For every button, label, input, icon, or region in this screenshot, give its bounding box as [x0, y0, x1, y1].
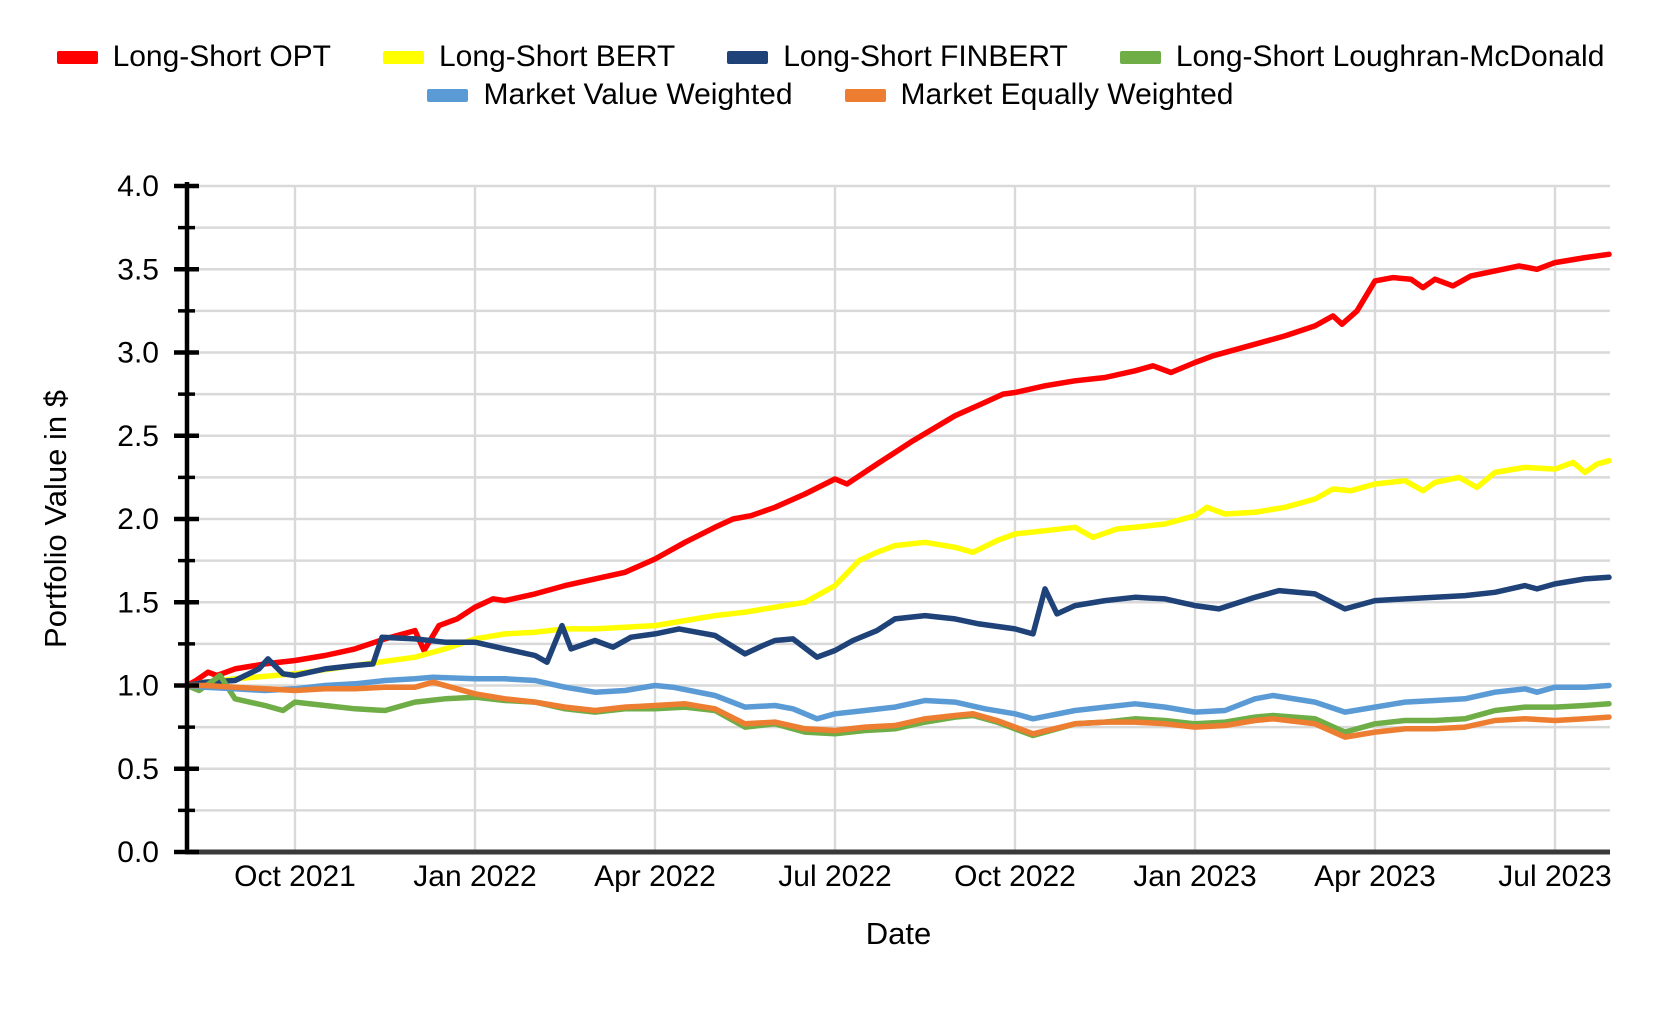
series-line-market-equally-weighted — [184, 679, 1612, 740]
y-tick-label: 2.5 — [117, 420, 159, 453]
y-tick-label: 3.0 — [117, 337, 159, 370]
x-tick-label: Jul 2023 — [1498, 860, 1611, 893]
gridlines — [187, 184, 1610, 852]
x-tick-label: Jan 2023 — [1133, 860, 1256, 893]
x-tick-label: Jan 2022 — [413, 860, 536, 893]
chart-legend: Long-Short OPT Long-Short BERT Long-Shor… — [0, 42, 1661, 110]
series-line-long-short-finbert — [184, 574, 1612, 689]
legend-swatch-market-equally-weighted-icon — [844, 88, 886, 102]
y-tick-label: 1.0 — [117, 670, 159, 703]
legend-label-long-short-bert: Long-Short BERT — [439, 40, 676, 73]
series-line-market-value-weighted — [184, 674, 1612, 722]
legend-swatch-long-short-loughran-mcdonald-icon — [1119, 50, 1161, 64]
x-axis-title: Date — [866, 916, 931, 951]
legend-label-market-equally-weighted: Market Equally Weighted — [900, 78, 1234, 111]
x-tick-label: Apr 2022 — [594, 860, 716, 893]
y-tick-label: 4.0 — [117, 170, 159, 203]
series-line-long-short-bert — [184, 457, 1612, 689]
x-tick-label: Jul 2022 — [778, 860, 891, 893]
legend-swatch-long-short-bert-icon — [383, 50, 424, 64]
legend-label-long-short-finbert: Long-Short FINBERT — [783, 40, 1068, 73]
y-tick-label: 3.5 — [117, 253, 159, 286]
legend-swatch-long-short-finbert-icon — [727, 50, 769, 64]
legend-label-long-short-loughran-mcdonald: Long-Short Loughran-McDonald — [1175, 40, 1605, 73]
legend-item-market-value-weighted: Market Value Weighted — [427, 78, 793, 111]
legend-label-long-short-opt: Long-Short OPT — [112, 40, 331, 73]
series-lines — [184, 251, 1612, 740]
y-tick-label: 2.0 — [117, 503, 159, 536]
y-tick-label: 1.5 — [117, 586, 159, 619]
y-tick-label: 0.5 — [117, 753, 159, 786]
y-tick-label: 0.0 — [117, 836, 159, 869]
axis-labels: 0.0 0.5 1.0 1.5 2.0 2.5 3.0 3.5 4.0 Oct 2021 Jan 2… — [117, 170, 1611, 893]
legend-label-market-value-weighted: Market Value Weighted — [483, 78, 793, 111]
legend-swatch-market-value-weighted-icon — [427, 88, 469, 102]
legend-item-market-equally-weighted: Market Equally Weighted — [844, 78, 1234, 111]
x-tick-label: Apr 2023 — [1314, 860, 1436, 893]
legend-item-long-short-loughran-mcdonald: Long-Short Loughran-McDonald — [1119, 40, 1605, 73]
legend-item-long-short-finbert: Long-Short FINBERT — [727, 42, 1068, 72]
y-ticks — [174, 183, 199, 855]
y-axis-title: Portfolio Value in $ — [38, 390, 73, 648]
x-tick-label: Oct 2022 — [954, 860, 1076, 893]
legend-swatch-long-short-opt-icon — [56, 50, 98, 64]
series-line-long-short-loughran-mcdonald — [184, 672, 1612, 739]
legend-item-long-short-bert: Long-Short BERT — [383, 42, 675, 72]
x-tick-label: Oct 2021 — [234, 860, 356, 893]
legend-row-1: Long-Short OPT Long-Short BERT Long-Shor… — [56, 40, 1605, 73]
legend-item-long-short-opt: Long-Short OPT — [56, 40, 331, 73]
legend-row-2: Market Value Weighted Market Equally Wei… — [427, 78, 1234, 111]
